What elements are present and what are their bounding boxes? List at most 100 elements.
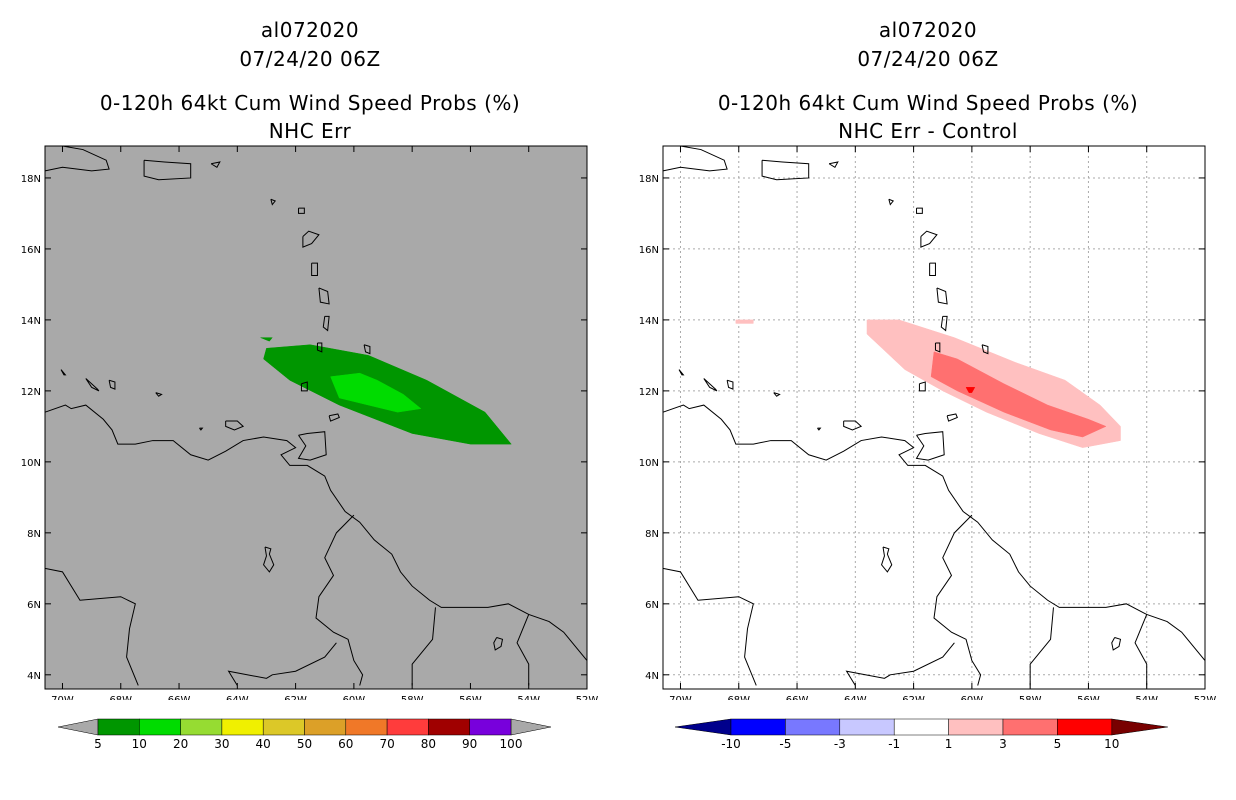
left-coastline-border-sur-fg — [516, 614, 530, 686]
left-coastline-antigua — [298, 207, 305, 214]
left-coastline-barbados — [363, 344, 371, 355]
right-coastline-grenada — [918, 381, 926, 392]
colorbar-label: 5 — [94, 737, 102, 751]
left-coastline-curacao — [85, 378, 100, 392]
right-coastline-dominica — [929, 262, 936, 277]
colorbar-label: 3 — [999, 737, 1007, 751]
colorbar-label: 70 — [379, 737, 394, 751]
colorbar-label: 5 — [1054, 737, 1062, 751]
lat-label: 8N — [27, 529, 41, 540]
right-coastline-st-lucia — [940, 315, 948, 332]
lat-label: 6N — [645, 600, 659, 611]
lon-label: 52W — [1194, 695, 1217, 700]
right-coastline-tortuga — [817, 427, 822, 431]
lon-label: 58W — [401, 695, 424, 700]
left-coastline-border-ven-guy — [315, 514, 364, 686]
colorbar-label: 20 — [173, 737, 188, 751]
colorbar-label: 10 — [1104, 737, 1119, 751]
colorbar-swatch — [469, 718, 512, 736]
left-coastline-los-roques — [155, 392, 163, 397]
lon-label: 60W — [961, 695, 984, 700]
colorbar-swatch — [262, 718, 305, 736]
right-coastline-border-ven-guy — [933, 514, 982, 686]
lat-label: 16N — [21, 245, 41, 256]
right-field-contour-2 — [930, 351, 1107, 438]
right-subtitle: NHC Err - Control — [838, 119, 1018, 143]
left-coastline-border-guy-sur — [411, 607, 436, 686]
left-coastline-border-ven-bra — [227, 642, 337, 686]
lat-label: 12N — [639, 387, 659, 398]
lon-label: 56W — [1077, 695, 1100, 700]
left-storm-id: al072020 — [260, 18, 360, 42]
right-coastline-border-ven-bra — [845, 642, 955, 686]
lon-label: 58W — [1019, 695, 1042, 700]
left-coastline-south-america — [44, 404, 588, 661]
left-coastline-bonaire — [108, 379, 116, 390]
right-coastline-south-america — [662, 404, 1206, 661]
right-field-contour-1 — [735, 319, 754, 324]
right-coastline-los-roques — [773, 392, 781, 397]
left-map-background — [45, 146, 587, 689]
right-coastline-virgin-isl — [828, 161, 839, 168]
colorbar-swatch — [1002, 718, 1058, 736]
lon-label: 56W — [459, 695, 482, 700]
left-coastline-aruba — [60, 369, 67, 376]
lon-label: 62W — [284, 695, 307, 700]
lat-label: 12N — [21, 387, 41, 398]
lon-label: 60W — [343, 695, 366, 700]
right-coastline-martinique — [936, 287, 948, 305]
left-probability-map: 70W 68W 66W 64W 62W 60W 58W 56W 54W 52W 18N 16N 14N 1… — [21, 145, 599, 700]
right-coastline-barbados — [981, 344, 989, 355]
lon-label: 54W — [517, 695, 540, 700]
colorbar-swatch — [304, 718, 347, 736]
lat-label: 4N — [645, 671, 659, 682]
colorbar-swatch — [97, 718, 140, 736]
lat-label: 18N — [639, 174, 659, 185]
right-coastline-border-guy-sur — [1029, 607, 1054, 686]
left-coastline-dominica — [311, 262, 318, 277]
lon-label: 66W — [786, 695, 809, 700]
right-coastline-hispaniola — [662, 145, 728, 172]
lat-label: 10N — [639, 458, 659, 469]
left-coastline-st-lucia — [322, 315, 330, 332]
right-coastline-antigua — [916, 207, 923, 214]
left-coastline-virgin-isl — [210, 161, 221, 168]
colorbar-label: 1 — [945, 737, 953, 751]
colorbar-label: -10 — [721, 737, 741, 751]
right-coastline-curacao — [703, 378, 718, 392]
left-coastline-martinique — [318, 287, 330, 305]
colorbar-swatch — [345, 718, 388, 736]
lat-label: 8N — [645, 529, 659, 540]
left-coastline-margarita — [225, 420, 245, 431]
right-coastline-st-vincent — [934, 342, 941, 353]
left-datetime: 07/24/20 06Z — [239, 47, 381, 71]
right-coastline-guadeloupe — [920, 230, 938, 248]
right-coastline-bonaire — [726, 379, 734, 390]
left-map-frame — [44, 145, 588, 690]
lon-label: 52W — [576, 695, 599, 700]
colorbar-swatch — [730, 718, 786, 736]
right-coastline-border-sur-fg — [1134, 614, 1148, 686]
colorbar-swatch — [221, 718, 264, 736]
left-coastline-st-kitts — [270, 198, 277, 206]
lon-label: 64W — [844, 695, 867, 700]
left-field-contour-2 — [330, 372, 422, 413]
lat-label: 14N — [21, 316, 41, 327]
colorbar-swatch — [139, 718, 181, 736]
colorbar-label: -5 — [779, 737, 791, 751]
colorbar-swatch — [948, 718, 1004, 736]
left-coastline-puerto-rico — [143, 159, 192, 181]
colorbar-label: 40 — [256, 737, 271, 751]
lon-label: 70W — [669, 695, 692, 700]
lon-label: 64W — [226, 695, 249, 700]
lon-label: 68W — [109, 695, 132, 700]
right-storm-id: al072020 — [878, 18, 978, 42]
colorbar-swatch — [386, 718, 429, 736]
lon-label: 70W — [51, 695, 74, 700]
colorbar-label: 90 — [462, 737, 477, 751]
right-map-background — [663, 146, 1205, 689]
colorbar-swatch — [428, 718, 470, 736]
lon-label: 68W — [727, 695, 750, 700]
right-coastline-trinidad — [915, 431, 945, 461]
left-coastline-guadeloupe — [302, 230, 320, 248]
